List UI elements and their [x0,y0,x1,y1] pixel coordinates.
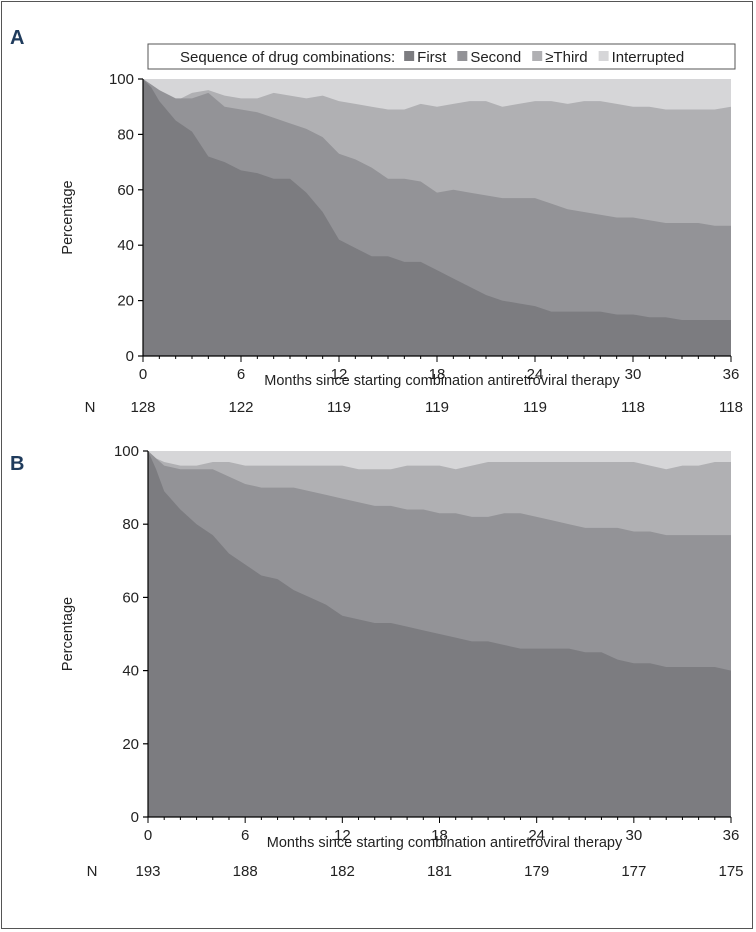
x-tick-label: 12 [334,827,351,844]
legend-swatch-2 [532,51,543,61]
panel-b: B 0 20 40 60 80 100 0 6 12 18 24 30 36 Months since st… [10,443,744,880]
y-tick-label: 20 [117,293,134,310]
x-axis-title: Months since starting combination antire… [264,373,620,389]
x-tick-label: 24 [527,366,544,383]
legend-swatch-0 [404,51,415,61]
n-at-risk-value: 128 [130,399,155,416]
legend: Sequence of drug combinations: First Seco… [147,43,736,70]
n-at-risk-value: 182 [330,863,355,880]
panel-a: A 0 20 40 60 80 100 0 6 12 18 24 30 36 Months since st… [10,27,743,416]
x-tick-label: 6 [237,366,245,383]
area-series-first [148,451,731,817]
area-series-first [143,79,731,356]
x-tick-label: 0 [144,827,152,844]
x-tick-label: 6 [241,827,249,844]
x-axis-title: Months since starting combination antire… [267,835,623,851]
n-at-risk-value: 119 [425,399,449,416]
n-at-risk-value: 118 [621,399,645,416]
panel-label: A [10,27,24,49]
n-at-risk-value: 181 [427,863,452,880]
x-tick-label: 30 [625,827,642,844]
legend-box [147,43,736,70]
x-tick-label: 12 [331,366,348,383]
x-tick-label: 30 [625,366,642,383]
n-at-risk-value: 188 [233,863,258,880]
n-at-risk-value: 175 [718,863,743,880]
legend-label-1: Second [470,49,521,66]
n-at-risk-value: 119 [327,399,351,416]
y-tick-label: 80 [117,126,134,143]
legend-swatch-1 [457,51,468,61]
legend-swatch-3 [598,51,609,61]
y-axis-title: Percentage [60,597,76,671]
x-tick-label: 24 [528,827,545,844]
x-tick-label: 0 [139,366,147,383]
x-tick-label: 18 [429,366,446,383]
y-tick-label: 100 [109,71,134,88]
y-tick-label: 0 [126,348,134,365]
x-tick-label: 18 [431,827,448,844]
legend-label-3: Interrupted [612,49,685,66]
legend-label-2: ≥Third [545,49,587,66]
n-at-risk-value: 193 [135,863,160,880]
n-at-risk-value: 122 [228,399,253,416]
y-tick-label: 100 [114,443,139,460]
y-axis-title: Percentage [60,180,76,254]
y-tick-label: 80 [122,516,139,533]
n-row-label: N [85,399,96,416]
y-tick-label: 0 [131,809,139,826]
y-tick-label: 20 [122,736,139,753]
n-at-risk-value: 119 [523,399,547,416]
y-tick-label: 60 [122,589,139,606]
y-tick-label: 60 [117,182,134,199]
n-at-risk-value: 179 [524,863,549,880]
legend-title: Sequence of drug combinations: [180,49,395,66]
n-at-risk-value: 118 [719,399,743,416]
y-tick-label: 40 [122,663,139,680]
x-tick-label: 36 [723,827,740,844]
n-at-risk-value: 177 [621,863,646,880]
x-tick-label: 36 [723,366,740,383]
n-row-label: N [87,863,98,880]
panel-label: B [10,453,24,475]
legend-label-0: First [417,49,447,66]
y-tick-label: 40 [117,237,134,254]
